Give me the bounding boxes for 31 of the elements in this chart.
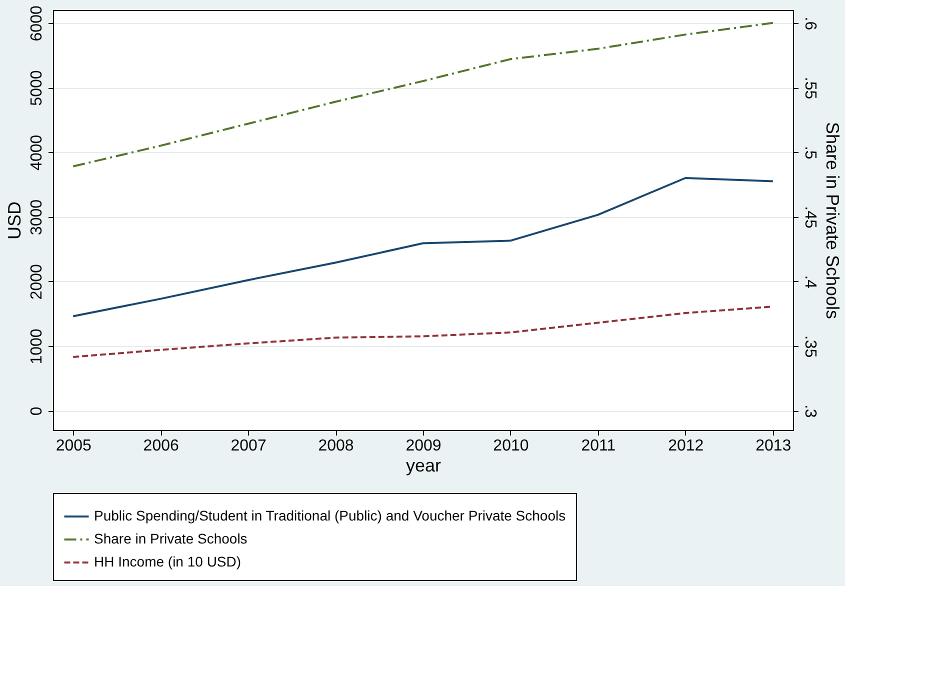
y2-tick-label: .3	[802, 404, 818, 418]
y-tick-label: 5000	[28, 70, 46, 106]
y-tick-label: 0	[28, 406, 46, 416]
x-axis-title: year	[406, 456, 442, 476]
x-tick-label: 2010	[493, 438, 529, 454]
y2-tick-label: .6	[802, 16, 818, 30]
y2-tick-label: .55	[802, 76, 818, 100]
x-tick-label: 2011	[581, 438, 616, 454]
line-series	[72, 22, 774, 168]
legend-label: Public Spending/Student in Traditional (Public) and Voucher Private Schools	[94, 508, 566, 524]
x-tick-label: 2008	[318, 438, 354, 454]
y-tick-label: 4000	[28, 134, 46, 170]
y2-tick-label: .35	[802, 335, 818, 358]
x-tick-label: 2005	[56, 438, 92, 454]
y2-tick-label: .5	[802, 146, 818, 160]
y-axis-title: USD	[4, 201, 24, 240]
line-series	[72, 177, 774, 318]
x-tick-label: 2009	[406, 438, 442, 454]
y-tick-label: 3000	[28, 199, 46, 236]
y-tick-label: 2000	[28, 264, 46, 300]
x-tick-label: 2007	[230, 438, 266, 454]
y2-tick-label: .4	[802, 275, 818, 289]
x-tick-label: 2006	[143, 438, 179, 454]
y-tick-label: 6000	[28, 6, 46, 42]
x-tick-label: 2012	[668, 438, 704, 454]
legend-label: HH Income (in 10 USD)	[94, 554, 242, 570]
y-tick-label: 1000	[28, 328, 46, 364]
x-tick-label: 2013	[756, 438, 792, 454]
y2-tick-label: .45	[802, 206, 818, 228]
legend-label: Share in Private Schools	[94, 530, 248, 546]
y2-axis-title: Share in Private Schools	[822, 122, 842, 320]
